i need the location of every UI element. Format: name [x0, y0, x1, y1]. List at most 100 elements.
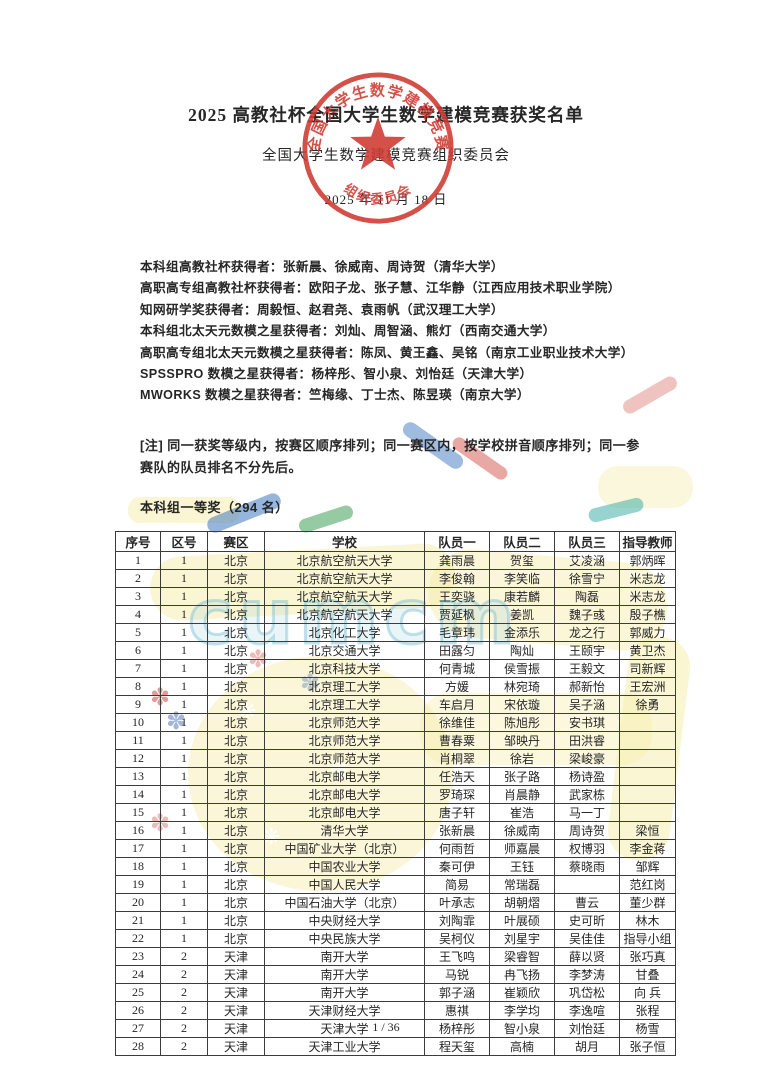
- table-cell: 惠祺: [424, 1001, 490, 1020]
- table-cell: 北京师范大学: [264, 749, 425, 768]
- table-cell: 米志龙: [619, 587, 676, 606]
- table-cell: 4: [115, 605, 161, 624]
- table-cell: 徐维佳: [424, 713, 490, 732]
- table-row: 14 1 北京 北京邮电大学 罗琦琛 肖晨静 武家栋: [115, 785, 676, 804]
- table-cell: 陶磊: [554, 587, 620, 606]
- table-cell: 秦可伊: [424, 857, 490, 876]
- table-cell: 杨诗盈: [554, 767, 620, 786]
- official-stamp: 全国大学生数学建模竞赛 组织委员会: [302, 72, 454, 224]
- table-cell: 1: [160, 821, 208, 840]
- award-line: 高职高专组北太天元数模之星获得者：陈凤、黄王鑫、吴铭（南京工业职业技术大学）: [140, 345, 634, 360]
- table-cell: 北京理工大学: [264, 677, 425, 696]
- table-cell: 中央财经大学: [264, 911, 425, 930]
- table-cell: 艾凌涵: [554, 551, 620, 570]
- table-cell: 康若麟: [489, 587, 555, 606]
- table-cell: 12: [115, 749, 161, 768]
- table-cell: 1: [160, 605, 208, 624]
- table-cell: 北京交通大学: [264, 641, 425, 660]
- table-cell: 何青城: [424, 659, 490, 678]
- table-cell: 郝新怡: [554, 677, 620, 696]
- table-cell: 王颐宇: [554, 641, 620, 660]
- table-cell: 肖晨静: [489, 785, 555, 804]
- table-cell: 方媛: [424, 677, 490, 696]
- table-cell: 邹映丹: [489, 731, 555, 750]
- table-cell: 23: [115, 947, 161, 966]
- table-cell: 巩岱松: [554, 983, 620, 1002]
- table-row: 23 2 天津 南开大学 王飞鸣 梁睿智 薛以贤 张巧真: [115, 947, 676, 966]
- award-line: 本科组高教社杯获得者：张新晨、徐威南、周诗贺（清华大学）: [140, 260, 504, 274]
- table-cell: 张子路: [489, 767, 555, 786]
- table-cell: 冉飞扬: [489, 965, 555, 984]
- table-cell: 北京: [207, 641, 265, 660]
- table-row: 28 2 天津 天津工业大学 程天玺 高楠 胡月 张子恒: [115, 1037, 676, 1056]
- table-cell: 陶灿: [489, 641, 555, 660]
- table-cell: [619, 767, 676, 786]
- table-cell: 郭子涵: [424, 983, 490, 1002]
- table-row: 3 1 北京 北京航空航天大学 王奕骁 康若麟 陶磊 米志龙: [115, 587, 676, 606]
- table-cell: 中国农业大学: [264, 857, 425, 876]
- table-cell: 北京: [207, 749, 265, 768]
- table-cell: 北京: [207, 551, 265, 570]
- table-cell: 林木: [619, 911, 676, 930]
- table-cell: 北京: [207, 713, 265, 732]
- table-cell: 26: [115, 1001, 161, 1020]
- table-cell: 张程: [619, 1001, 676, 1020]
- table-cell: 南开大学: [264, 965, 425, 984]
- table-cell: 2: [160, 1037, 208, 1056]
- table-cell: 南开大学: [264, 947, 425, 966]
- table-cell: 1: [160, 731, 208, 750]
- table-row: 15 1 北京 北京邮电大学 唐子轩 崔浩 马一丁: [115, 803, 676, 822]
- table-cell: 崔浩: [489, 803, 555, 822]
- stamp-circle: [302, 72, 454, 224]
- table-cell: 21: [115, 911, 161, 930]
- table-row: 25 2 天津 南开大学 郭子涵 崔颖欣 巩岱松向 兵: [115, 983, 676, 1002]
- table-row: 8 1 北京 北京理工大学 方媛 林宛琦 郝新怡 王宏洲: [115, 677, 676, 696]
- table-cell: 杨雪: [619, 1019, 676, 1038]
- table-cell: 2: [160, 965, 208, 984]
- awards-list: 本科组高教社杯获得者：张新晨、徐威南、周诗贺（清华大学） 高职高专组高教社杯获得者…: [140, 257, 670, 407]
- table-cell: 龙之行: [554, 623, 620, 642]
- table-cell: 姜凯: [489, 605, 555, 624]
- table-cell: 16: [115, 821, 161, 840]
- table-cell: 薛以贤: [554, 947, 620, 966]
- table-cell: 北京邮电大学: [264, 767, 425, 786]
- table-cell: 1: [160, 875, 208, 894]
- table-row: 10 1 北京 北京师范大学 徐维佳 陈旭彤 安书琪: [115, 713, 676, 732]
- table-cell: 林宛琦: [489, 677, 555, 696]
- table-cell: [619, 713, 676, 732]
- table-cell: 蔡晓雨: [554, 857, 620, 876]
- table-row: 12 1 北京 北京师范大学 肖桐翠 徐岩 梁峻豪: [115, 749, 676, 768]
- table-cell: 中国石油大学（北京）: [264, 893, 425, 912]
- table-cell: 胡朝熠: [489, 893, 555, 912]
- table-body: 1 1 北京 北京航空航天大学 龚雨晨 贺玺 艾凌涵 郭炳晖 2 1 北京 北京航空航天大学 李俊翰 李笑…: [115, 551, 676, 1056]
- table-cell: 梁恒: [619, 821, 676, 840]
- table-cell: 龚雨晨: [424, 551, 490, 570]
- table-cell: 北京: [207, 785, 265, 804]
- table-cell: 2: [160, 983, 208, 1002]
- table-cell: [619, 749, 676, 768]
- table-cell: 北京: [207, 911, 265, 930]
- table-cell: 肖桐翠: [424, 749, 490, 768]
- table-cell: 3: [115, 587, 161, 606]
- table-header-cell: 指导教师: [619, 531, 676, 552]
- table-cell: 天津大学: [264, 1019, 425, 1038]
- table-cell: 1: [160, 749, 208, 768]
- table-cell: 1: [160, 857, 208, 876]
- table-row: 2 1 北京 北京航空航天大学 李俊翰 李笑临 徐雪宁 米志龙: [115, 569, 676, 588]
- table-row: 16 1 北京 清华大学 张新晨 徐威南 周诗贺 梁恒: [115, 821, 676, 840]
- note-paragraph: [注] 同一获奖等级内，按赛区顺序排列；同一赛区内，按学校拼音顺序排列；同一参赛…: [140, 438, 640, 475]
- table-cell: 田露匀: [424, 641, 490, 660]
- table-cell: 王飞鸣: [424, 947, 490, 966]
- table-cell: 10: [115, 713, 161, 732]
- table-cell: 范红岗: [619, 875, 676, 894]
- table-row: 27 2 天津 天津大学 杨梓彤 智小泉 刘怡廷 杨雪: [115, 1019, 676, 1038]
- table-cell: 北京: [207, 929, 265, 948]
- stamp-star-icon: [350, 116, 406, 170]
- table-cell: 金添乐: [489, 623, 555, 642]
- table-cell: 程天玺: [424, 1037, 490, 1056]
- table-cell: 1: [160, 767, 208, 786]
- table-cell: 马锐: [424, 965, 490, 984]
- table-cell: [619, 731, 676, 750]
- table-cell: 北京: [207, 821, 265, 840]
